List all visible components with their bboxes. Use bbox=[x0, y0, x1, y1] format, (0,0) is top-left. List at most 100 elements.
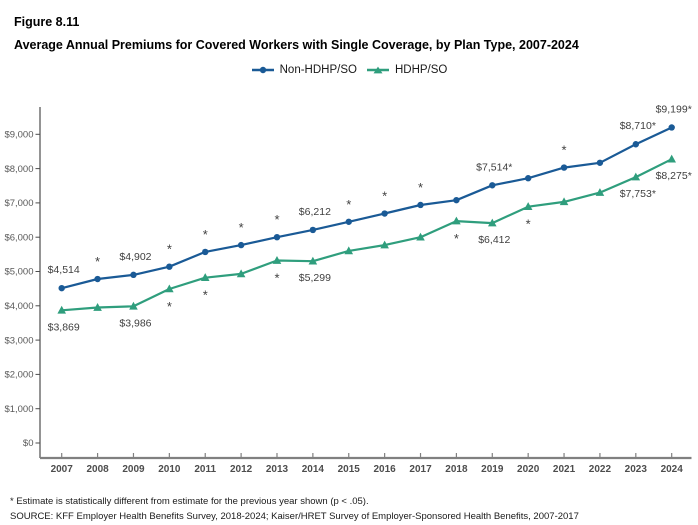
data-point bbox=[489, 182, 496, 189]
data-label: $7,753* bbox=[620, 188, 656, 200]
significance-asterisk: * bbox=[454, 231, 459, 246]
x-tick-label: 2019 bbox=[481, 464, 504, 475]
data-point bbox=[381, 210, 388, 217]
legend-label-hdhp: HDHP/SO bbox=[394, 64, 448, 76]
y-tick-label: $3,000 bbox=[4, 335, 33, 346]
series-line-non-hdhp-so bbox=[60, 126, 673, 290]
legend: Non-HDHP/SO HDHP/SO bbox=[0, 64, 698, 76]
significance-asterisk: * bbox=[203, 288, 208, 303]
significance-asterisk: * bbox=[239, 220, 244, 235]
data-point bbox=[668, 124, 675, 131]
y-tick-label: $9,000 bbox=[4, 130, 33, 141]
series-line-hdhp-so bbox=[60, 158, 673, 312]
data-label: $8,275* bbox=[656, 170, 692, 182]
data-point bbox=[237, 241, 245, 249]
y-tick-label: $2,000 bbox=[4, 370, 33, 381]
y-tick-label: $0 bbox=[23, 438, 34, 449]
data-point bbox=[94, 275, 101, 283]
data-point bbox=[200, 273, 210, 281]
data-point bbox=[596, 159, 604, 166]
significance-asterisk: * bbox=[526, 217, 531, 232]
figure-number: Figure 8.11 bbox=[14, 15, 80, 29]
data-point bbox=[202, 248, 209, 256]
data-point bbox=[345, 218, 352, 225]
data-label: $4,514 bbox=[48, 264, 80, 276]
data-point bbox=[632, 141, 640, 148]
data-point bbox=[631, 172, 641, 181]
x-tick-label: 2022 bbox=[589, 464, 612, 475]
data-point bbox=[595, 188, 605, 196]
legend-line-circle-icon bbox=[251, 66, 274, 74]
x-tick-label: 2007 bbox=[51, 464, 74, 475]
data-label: $8,710* bbox=[620, 120, 656, 132]
data-point bbox=[236, 269, 246, 278]
significance-asterisk: * bbox=[382, 189, 387, 204]
data-label: $5,299 bbox=[299, 272, 331, 284]
x-tick-label: 2020 bbox=[517, 464, 540, 475]
x-tick-label: 2015 bbox=[338, 464, 361, 475]
data-label: $3,986 bbox=[119, 317, 151, 329]
x-tick-label: 2021 bbox=[553, 464, 576, 475]
significance-asterisk: * bbox=[346, 197, 351, 212]
footnote-significance: * Estimate is statistically different fr… bbox=[10, 496, 369, 507]
significance-asterisk: * bbox=[418, 180, 423, 195]
x-tick-label: 2009 bbox=[122, 464, 145, 475]
data-point bbox=[416, 232, 425, 241]
significance-asterisk: * bbox=[95, 254, 100, 269]
chart-canvas: $0 $1,000 $2,000 $3,000 $4,000 $5,000 $6,000 $7… bbox=[4, 103, 692, 475]
significance-asterisk: * bbox=[562, 143, 567, 158]
data-point bbox=[487, 218, 497, 227]
y-tick-label: $5,000 bbox=[4, 267, 33, 278]
x-tick-label: 2018 bbox=[445, 464, 468, 475]
x-tick-label: 2023 bbox=[625, 464, 648, 475]
data-point bbox=[165, 284, 174, 293]
y-tick-label: $1,000 bbox=[4, 404, 33, 415]
data-point bbox=[417, 201, 424, 209]
data-label: $4,902 bbox=[119, 251, 151, 263]
y-tick-label: $4,000 bbox=[4, 301, 33, 312]
y-tick-label: $7,000 bbox=[4, 198, 33, 209]
data-point bbox=[559, 197, 569, 206]
data-point bbox=[560, 164, 568, 171]
footnote-source: SOURCE: KFF Employer Health Benefits Sur… bbox=[10, 511, 579, 522]
x-tick-label: 2017 bbox=[409, 464, 432, 475]
data-point bbox=[58, 284, 65, 292]
data-point bbox=[166, 263, 173, 270]
x-tick-label: 2016 bbox=[374, 464, 397, 475]
x-tick-label: 2010 bbox=[158, 464, 181, 475]
data-point bbox=[344, 246, 354, 255]
data-point bbox=[93, 303, 102, 311]
data-point bbox=[272, 256, 282, 264]
data-point bbox=[309, 226, 317, 234]
data-point bbox=[453, 196, 460, 204]
significance-asterisk: * bbox=[167, 242, 172, 257]
data-point bbox=[523, 202, 533, 210]
x-tick-label: 2024 bbox=[661, 464, 684, 475]
significance-asterisk: * bbox=[274, 271, 279, 286]
data-point bbox=[380, 240, 389, 249]
data-label: $6,412 bbox=[478, 234, 510, 246]
legend-label-non-hdhp: Non-HDHP/SO bbox=[279, 64, 357, 76]
x-tick-label: 2011 bbox=[194, 464, 216, 475]
data-point bbox=[57, 305, 66, 314]
data-label: $6,212 bbox=[299, 206, 331, 218]
y-tick-label: $8,000 bbox=[4, 164, 33, 175]
legend-item-hdhp: HDHP/SO bbox=[366, 64, 447, 76]
x-tick-label: 2012 bbox=[230, 464, 253, 475]
legend-item-non-hdhp: Non-HDHP/SO bbox=[251, 64, 357, 76]
x-tick-label: 2014 bbox=[302, 464, 325, 475]
data-point bbox=[452, 216, 461, 225]
data-point bbox=[308, 256, 318, 265]
data-point bbox=[130, 271, 137, 279]
significance-asterisk: * bbox=[167, 299, 172, 314]
data-point bbox=[667, 154, 676, 163]
x-tick-label: 2013 bbox=[266, 464, 289, 475]
data-point bbox=[524, 175, 532, 182]
data-point bbox=[129, 301, 138, 310]
significance-asterisk: * bbox=[274, 212, 279, 227]
data-label: $3,869 bbox=[48, 321, 80, 333]
chart-title: Average Annual Premiums for Covered Work… bbox=[14, 38, 579, 52]
data-label: $7,514* bbox=[476, 161, 512, 173]
legend-line-triangle-icon bbox=[366, 66, 389, 74]
